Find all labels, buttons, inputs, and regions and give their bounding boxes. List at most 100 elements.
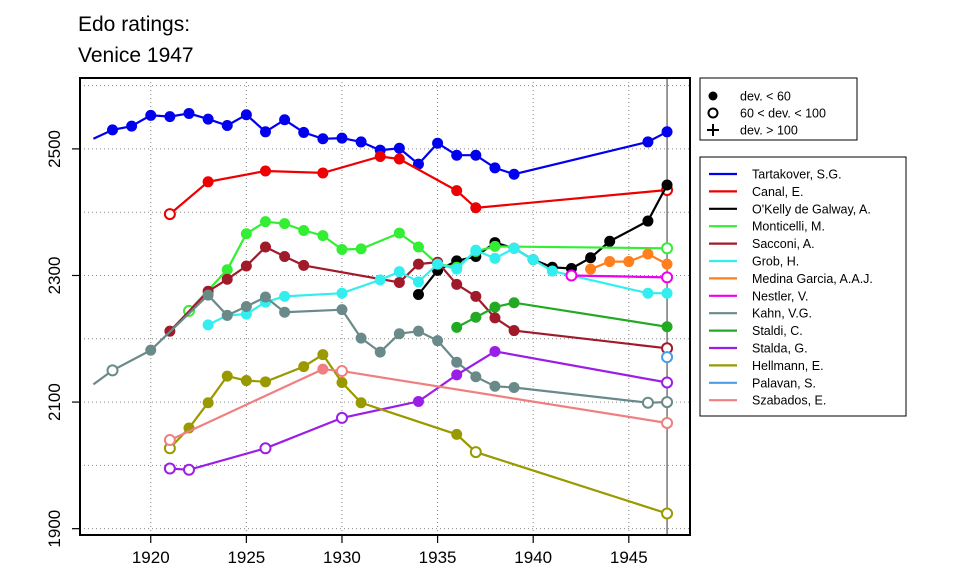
data-point-filled xyxy=(202,319,214,331)
data-point-filled xyxy=(240,375,252,387)
plus-icon xyxy=(707,124,719,136)
data-point-open xyxy=(661,416,674,429)
data-point-filled xyxy=(317,349,329,361)
filled-circle-icon xyxy=(708,91,718,101)
legend-label: Nestler, V. xyxy=(752,289,809,303)
data-point-filled xyxy=(451,149,463,161)
data-point-filled xyxy=(585,252,597,264)
data-point-filled xyxy=(317,133,329,145)
data-point-open xyxy=(106,364,119,377)
series-line xyxy=(456,301,668,329)
data-point-filled xyxy=(508,168,520,180)
data-point-filled xyxy=(470,371,482,383)
data-point-filled xyxy=(317,363,329,375)
data-point-filled xyxy=(279,290,291,302)
series-legend-item: Canal, E. xyxy=(709,185,803,199)
y-tick-label: 2500 xyxy=(45,130,64,168)
data-point-filled xyxy=(412,288,424,300)
series-5 xyxy=(202,242,673,331)
data-point-filled xyxy=(279,250,291,262)
data-point-filled xyxy=(432,258,444,270)
data-point-filled xyxy=(546,265,558,277)
data-point-filled xyxy=(661,321,673,333)
axes: 1920 1925 1930 1935 1940 1945 1900 2100 2300 2500 xyxy=(45,130,648,567)
x-tick-label: 1940 xyxy=(514,548,552,567)
series-legend-item: Medina Garcia, A.A.J. xyxy=(709,272,873,286)
data-point-open xyxy=(565,269,578,282)
legend-label: O'Kelly de Galway, A. xyxy=(752,202,871,216)
x-tick-label: 1935 xyxy=(419,548,457,567)
data-point-filled xyxy=(336,304,348,316)
marker-legend: dev. < 60 60 < dev. < 100 dev. > 100 xyxy=(699,77,858,141)
series-line xyxy=(169,368,668,442)
data-point-filled xyxy=(393,266,405,278)
series-legend-item: Staldi, C. xyxy=(709,324,803,338)
data-point-filled xyxy=(642,248,654,260)
legend-label: Medina Garcia, A.A.J. xyxy=(752,272,873,286)
data-point-filled xyxy=(317,230,329,242)
series-0 xyxy=(92,107,673,180)
data-point-filled xyxy=(489,312,501,324)
series-legend-item: Palavan, S. xyxy=(709,376,816,390)
data-point-filled xyxy=(412,325,424,337)
data-point-filled xyxy=(221,273,233,285)
data-point-filled xyxy=(145,109,157,121)
series-legend-item: Monticelli, M. xyxy=(709,220,825,234)
marker-legend-label: 60 < dev. < 100 xyxy=(740,107,826,121)
data-point-filled xyxy=(661,287,673,299)
data-point-filled xyxy=(393,227,405,239)
data-point-filled xyxy=(298,225,310,237)
data-point-filled xyxy=(661,179,673,191)
series-legend-item: Stalda, G. xyxy=(709,342,808,356)
data-point-filled xyxy=(451,321,463,333)
data-point-filled xyxy=(259,216,271,228)
data-point-filled xyxy=(298,126,310,138)
data-point-filled xyxy=(183,107,195,119)
x-tick-label: 1925 xyxy=(227,548,265,567)
data-point-filled xyxy=(642,287,654,299)
data-point-open xyxy=(661,376,674,389)
series-line xyxy=(571,274,668,279)
data-point-open xyxy=(163,434,176,447)
data-point-open xyxy=(335,411,348,424)
data-point-filled xyxy=(393,153,405,165)
data-point-filled xyxy=(470,149,482,161)
legend-label: Sacconi, A. xyxy=(752,237,815,251)
data-point-filled xyxy=(336,376,348,388)
data-point-open xyxy=(641,396,654,409)
data-point-filled xyxy=(412,258,424,270)
legend-label: Staldi, C. xyxy=(752,324,803,338)
data-point-filled xyxy=(164,111,176,123)
legend-label: Tartakover, S.G. xyxy=(752,168,842,182)
series-1 xyxy=(163,150,674,221)
data-point-filled xyxy=(221,264,233,276)
y-tick-label: 2300 xyxy=(45,257,64,295)
data-point-filled xyxy=(126,120,138,132)
data-point-filled xyxy=(470,290,482,302)
marker-legend-item: dev. < 60 xyxy=(708,90,791,104)
data-point-filled xyxy=(279,114,291,126)
legend-label: Monticelli, M. xyxy=(752,220,825,234)
data-point-filled xyxy=(355,243,367,255)
data-point-filled xyxy=(317,167,329,179)
series-legend-item: Sacconi, A. xyxy=(709,237,815,251)
series-12 xyxy=(661,351,674,364)
data-point-filled xyxy=(527,254,539,266)
legend-label: Kahn, V.G. xyxy=(752,307,812,321)
series-legend-item: Kahn, V.G. xyxy=(709,307,812,321)
data-point-filled xyxy=(432,335,444,347)
data-point-filled xyxy=(221,370,233,382)
marker-legend-label: dev. > 100 xyxy=(740,124,798,138)
data-point-filled xyxy=(489,380,501,392)
series-11 xyxy=(163,349,674,520)
data-point-filled xyxy=(259,126,271,138)
data-point-filled xyxy=(374,346,386,358)
series-legend: Tartakover, S.G. Canal, E. O'Kelly de Galw… xyxy=(699,156,907,417)
data-point-filled xyxy=(355,397,367,409)
data-point-filled xyxy=(202,397,214,409)
data-point-filled xyxy=(432,137,444,149)
series-9 xyxy=(451,297,673,333)
marker-legend-label: dev. < 60 xyxy=(740,90,791,104)
data-point-filled xyxy=(451,278,463,290)
